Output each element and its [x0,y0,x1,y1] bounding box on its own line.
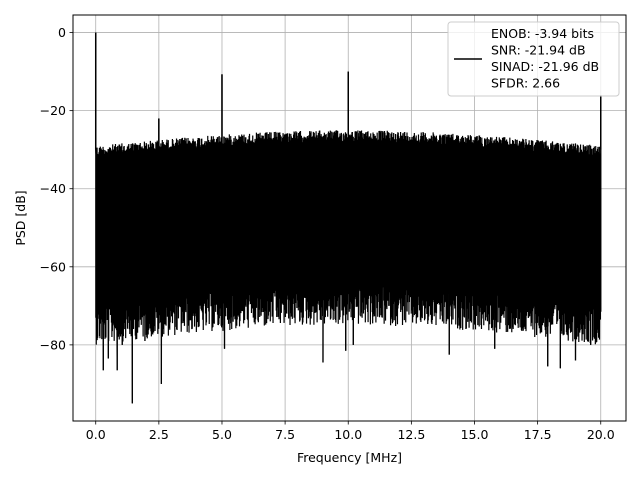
x-tick-label: 20.0 [587,427,615,442]
x-tick-label: 5.0 [212,427,232,442]
x-axis-ticks: 0.0 2.5 5.0 7.5 10.0 12.5 15.0 17.5 20.0 [86,421,615,442]
x-tick-label: 15.0 [461,427,489,442]
legend-sinad-text: SINAD: -21.96 dB [491,59,599,74]
legend-sfdr-text: SFDR: 2.66 [491,76,560,91]
x-tick-label: 12.5 [397,427,425,442]
x-axis-label: Frequency [MHz] [297,450,402,465]
y-axis-label: PSD [dB] [13,190,28,245]
x-tick-label: 2.5 [149,427,169,442]
legend-enob-text: ENOB: -3.94 bits [491,26,594,41]
axes-frame [72,14,627,422]
psd-series [94,32,602,404]
x-tick-label: 10.0 [334,427,362,442]
y-tick-label: 0 [58,25,66,40]
legend-snr-text: SNR: -21.94 dB [491,43,586,58]
y-tick-label: −40 [40,181,66,196]
x-tick-label: 0.0 [86,427,106,442]
x-tick-label: 7.5 [275,427,295,442]
y-tick-label: −20 [40,103,66,118]
y-tick-label: −80 [40,337,66,352]
y-axis-ticks: 0 −20 −40 −60 −80 [40,25,73,352]
x-tick-label: 17.5 [524,427,552,442]
y-tick-label: −60 [40,259,66,274]
legend: ENOB: -3.94 bits SNR: -21.94 dB SINAD: -… [447,21,620,97]
legend-box [447,21,620,97]
psd-trace [95,32,602,404]
